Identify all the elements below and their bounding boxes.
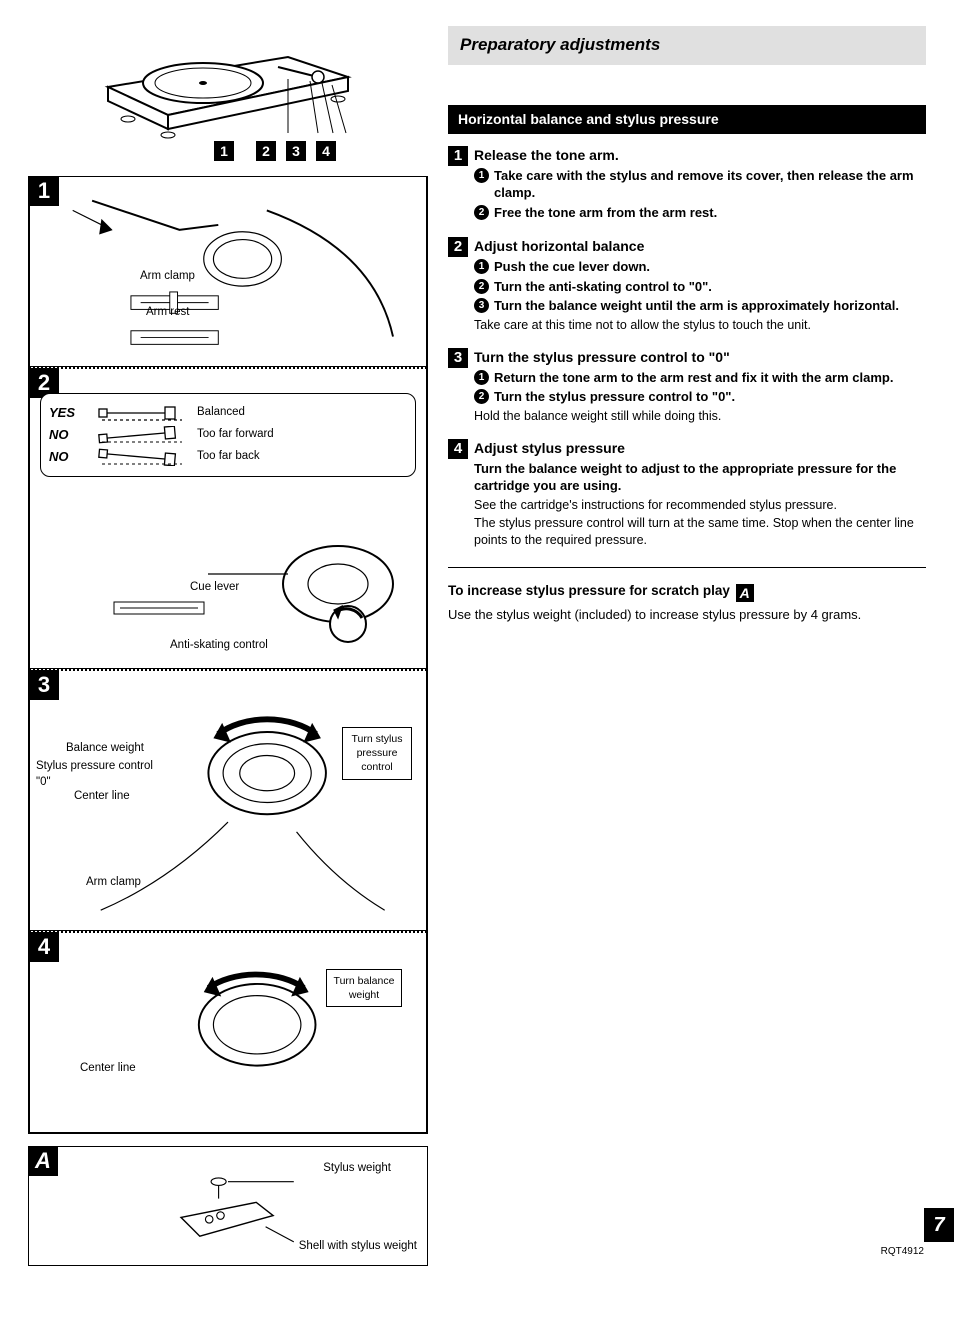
text-column: Preparatory adjustments Horizontal balan… <box>448 20 926 1266</box>
hero-num-4: 4 <box>316 141 336 161</box>
step-2-note: Take care at this time not to allow the … <box>474 317 926 334</box>
label-anti-skating: Anti-skating control <box>170 638 268 654</box>
balance-guide-box: YES Balanced NO Too far forward NO <box>40 393 416 477</box>
step-2-sub-1: Push the cue lever down. <box>494 258 926 276</box>
step-2-num: 2 <box>448 237 468 257</box>
label-arm-clamp-3: Arm clamp <box>86 875 141 891</box>
callout-turn-balance: Turn balance weight <box>326 969 402 1007</box>
hero-num-1: 1 <box>214 141 234 161</box>
divider <box>448 567 926 568</box>
label-balance-weight: Balance weight <box>66 741 144 757</box>
scratch-play-section: To increase stylus pressure for scratch … <box>448 582 926 624</box>
label-arm-rest: Arm rest <box>146 305 189 321</box>
scratch-text: Use the stylus weight (included) to incr… <box>448 606 926 624</box>
panel-4: 4 Center line Turn balance weight <box>29 933 427 1133</box>
callout-turn-stylus: Turn stylus pressure control <box>342 727 412 780</box>
step-4-desc: Turn the balance weight to adjust to the… <box>474 460 926 495</box>
document-code: RQT4912 <box>881 1245 924 1259</box>
step-4-note-2: The stylus pressure control will turn at… <box>474 515 926 549</box>
balance-row-no-1: NO Too far forward <box>49 426 407 444</box>
step-4: 4 Adjust stylus pressure Turn the balanc… <box>448 439 926 550</box>
step-2-title: Adjust horizontal balance <box>474 237 926 256</box>
step-1-title: Release the tone arm. <box>474 146 926 165</box>
illustration-column: 1 2 3 4 1 <box>28 20 428 1266</box>
label-stylus-weight: Stylus weight <box>323 1161 391 1177</box>
hero-num-3: 3 <box>286 141 306 161</box>
balance-row-no-2: NO Too far back <box>49 448 407 466</box>
label-shell: Shell with stylus weight <box>299 1239 417 1255</box>
step-2-sub-2: Turn the anti-skating control to "0". <box>494 278 926 296</box>
step-3-sub-2: Turn the stylus pressure control to "0". <box>494 388 926 406</box>
label-center-line: Center line <box>74 789 130 805</box>
step-3: 3 Turn the stylus pressure control to "0… <box>448 348 926 425</box>
step-2: 2 Adjust horizontal balance 1Push the cu… <box>448 237 926 333</box>
step-1-sub-2: Free the tone arm from the arm rest. <box>494 204 926 222</box>
panel-a: A Stylus weight Shell with stylus weight <box>28 1146 428 1266</box>
page-title: Preparatory adjustments <box>448 26 926 65</box>
hero-step-numbers: 1 2 3 4 <box>214 141 342 161</box>
step-4-title: Adjust stylus pressure <box>474 439 926 458</box>
step-1: 1 Release the tone arm. 1Take care with … <box>448 146 926 224</box>
label-cue-lever: Cue lever <box>190 580 239 596</box>
step-4-num: 4 <box>448 439 468 459</box>
hero-num-2: 2 <box>256 141 276 161</box>
page-number: 7 <box>924 1208 954 1242</box>
turntable-svg <box>98 29 358 139</box>
step-3-note: Hold the balance weight still while doin… <box>474 408 926 425</box>
panel-1: 1 <box>29 177 427 367</box>
label-center-line-4: Center line <box>80 1061 136 1077</box>
step-3-sub-1: Return the tone arm to the arm rest and … <box>494 369 926 387</box>
turntable-overview: 1 2 3 4 <box>28 20 428 170</box>
balance-row-yes: YES Balanced <box>49 404 407 422</box>
step-4-note-1: See the cartridge's instructions for rec… <box>474 497 926 514</box>
scratch-heading: To increase stylus pressure for scratch … <box>448 582 926 602</box>
step-2-sub-3: Turn the balance weight until the arm is… <box>494 297 926 315</box>
panel-3: 3 Balance wei <box>29 671 427 931</box>
panel-2: 2 YES Balanced NO Too far forward <box>29 369 427 669</box>
label-arm-clamp: Arm clamp <box>140 269 195 285</box>
step-1-sub-1: Take care with the stylus and remove its… <box>494 167 926 202</box>
section-heading: Horizontal balance and stylus pressure <box>448 105 926 134</box>
step-3-num: 3 <box>448 348 468 368</box>
label-stylus-pressure: Stylus pressure control "0" <box>36 759 156 790</box>
step-3-title: Turn the stylus pressure control to "0" <box>474 348 926 367</box>
letter-tag-a: A <box>736 584 754 602</box>
step-1-num: 1 <box>448 146 468 166</box>
